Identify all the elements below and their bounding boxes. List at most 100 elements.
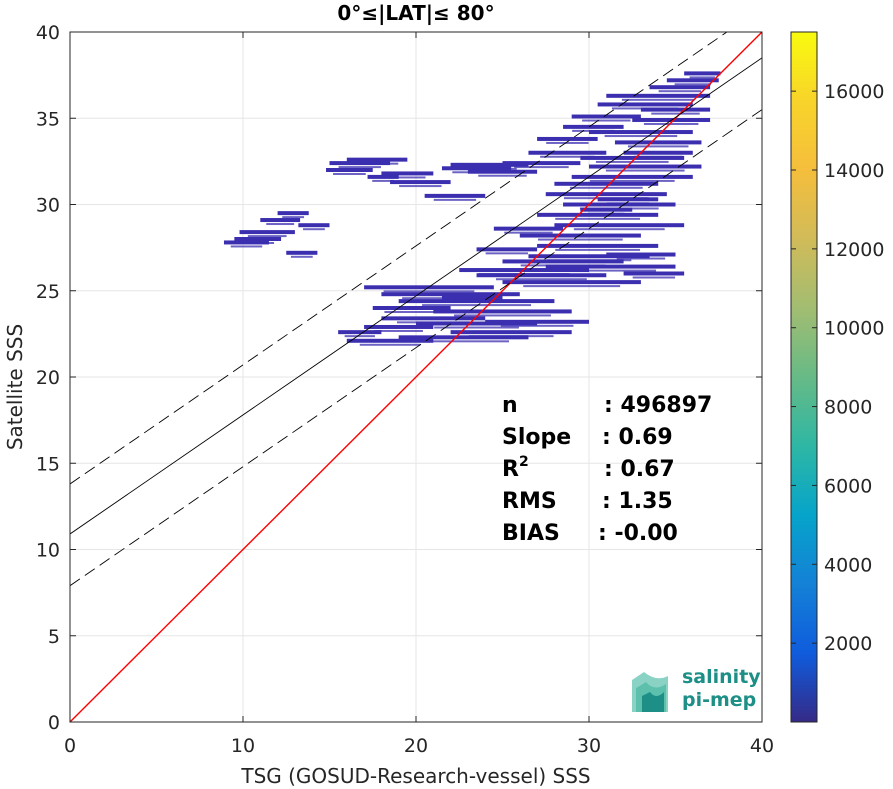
logo-line1: salinity (682, 666, 761, 688)
density-point-run (589, 179, 675, 182)
density-point-run (454, 314, 551, 317)
density-point-run (519, 233, 641, 238)
colorbar-tick-label: 10000 (824, 318, 884, 340)
density-point-run (434, 326, 519, 329)
colorbar-tick-label: 12000 (824, 239, 884, 261)
density-point-run (416, 321, 538, 326)
density-point-run (649, 85, 711, 90)
density-point-run (555, 217, 641, 220)
stat-label: RMS (502, 489, 557, 514)
stat-label: R2 (502, 454, 529, 482)
density-point-run (605, 169, 685, 172)
density-point-run (355, 162, 399, 165)
density-point-run (528, 150, 607, 155)
density-point-run (502, 259, 624, 264)
density-point-run (537, 238, 623, 241)
density-point-run (485, 319, 589, 324)
density-point-run (502, 161, 581, 166)
density-point-run (372, 179, 395, 182)
density-point-run (451, 300, 494, 303)
density-point-run (500, 324, 574, 327)
density-point-run (381, 292, 520, 297)
density-point-run (643, 122, 699, 125)
density-point-run (537, 243, 659, 248)
density-point-run (565, 269, 657, 272)
density-point-run (418, 340, 509, 343)
density-point-run (384, 311, 439, 313)
density-point-run (632, 276, 676, 279)
y-axis-label: Satellite SSS (3, 324, 27, 450)
x-tick-label: 0 (64, 735, 76, 757)
density-point-run (571, 114, 641, 119)
density-point-run (627, 145, 689, 148)
density-point-run (528, 254, 650, 259)
y-tick-label: 15 (36, 453, 60, 475)
x-tick-label: 30 (577, 735, 601, 757)
density-point-run (478, 174, 527, 177)
density-point-run (374, 329, 423, 332)
stat-value: : 0.67 (604, 457, 675, 482)
density-point-run (555, 248, 641, 251)
colorbar-tick-label: 4000 (824, 554, 872, 576)
density-point-run (389, 176, 426, 179)
density-point-run (239, 230, 295, 235)
density-point-run (381, 316, 486, 321)
density-point-run (372, 306, 451, 310)
density-point-run (277, 211, 309, 216)
density-point-run (247, 235, 287, 238)
regression-lower-line (70, 109, 762, 587)
axis-ticks: 0 10 20 30 40 0 5 10 15 20 25 30 35 40 (36, 22, 774, 757)
stat-value: : 0.69 (602, 425, 673, 450)
density-point-run (433, 198, 477, 201)
density-point-run (493, 226, 564, 231)
y-tick-label: 0 (48, 712, 60, 734)
density-point-run (338, 330, 382, 335)
density-point-run (614, 140, 702, 145)
density-point-run (621, 98, 695, 101)
density-point-run (468, 335, 554, 338)
density-point-run (588, 212, 625, 215)
y-tick-label: 25 (36, 281, 60, 303)
density-point-run (589, 164, 702, 169)
colorbar-tick-label: 6000 (824, 475, 872, 497)
density-point-run (573, 228, 665, 231)
density-point-run (367, 174, 399, 179)
density-point-run (545, 192, 667, 197)
density-point-run (441, 295, 503, 300)
logo-waves-icon (632, 672, 668, 712)
density-point-run (540, 155, 595, 158)
stat-value: : -0.00 (598, 521, 678, 546)
density-point-run (606, 252, 676, 257)
density-point-run (290, 255, 313, 258)
density-point-run (580, 155, 685, 160)
density-point-run (640, 107, 711, 112)
density-point-run (554, 223, 685, 228)
density-point-run (674, 83, 711, 86)
colorbar-tick-label: 14000 (824, 160, 884, 182)
x-tick-label: 20 (404, 735, 428, 757)
density-point-run (485, 252, 529, 255)
stat-label: n (502, 393, 518, 418)
density-point-run (398, 335, 529, 340)
y-tick-label: 10 (36, 540, 60, 562)
density-point-run (504, 231, 553, 234)
density-point-run (606, 202, 650, 205)
density-point-run (344, 335, 375, 338)
density-point-run (346, 338, 434, 343)
density-point-run (502, 280, 641, 285)
density-point-run (450, 330, 572, 335)
density-point-run (666, 78, 719, 83)
density-point-run (390, 180, 451, 185)
regression-line (70, 57, 762, 535)
one-to-one-line (70, 32, 762, 722)
logo-line2: pi-mep (682, 689, 756, 711)
y-tick-label: 30 (36, 195, 60, 217)
density-point-run (563, 202, 676, 207)
stat-label: BIAS (502, 521, 560, 546)
density-point-run (589, 130, 693, 135)
density-point-run (597, 197, 659, 202)
density-point-run (326, 168, 373, 172)
density-point-run (597, 102, 693, 107)
density-point-run (234, 237, 282, 241)
